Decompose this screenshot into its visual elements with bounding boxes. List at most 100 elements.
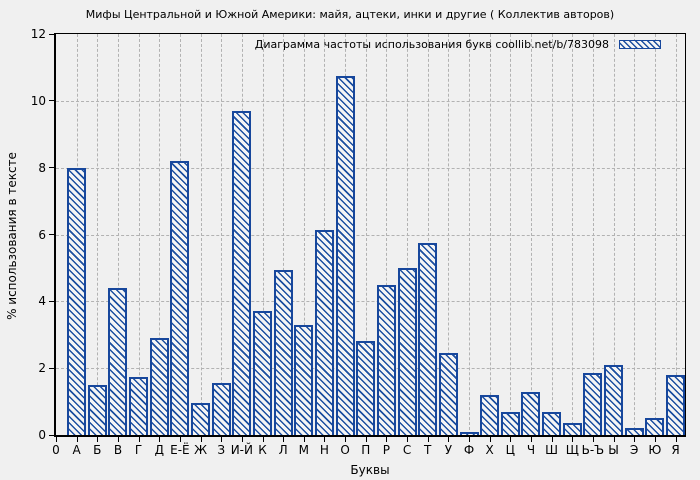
x-tick-label: 0 — [52, 443, 60, 457]
x-tick — [179, 437, 181, 442]
x-tick — [241, 437, 243, 442]
x-tick — [262, 437, 264, 442]
x-tick-label: И-Й — [230, 443, 253, 457]
bar — [480, 394, 500, 435]
x-tick-label: Ф — [463, 443, 475, 457]
x-tick — [634, 437, 636, 442]
x-tick — [572, 437, 574, 442]
y-tick — [49, 33, 54, 35]
x-tick-label: Ж — [194, 443, 208, 457]
x-tick-label: Ц — [505, 443, 515, 457]
legend: Диаграмма частоты использования букв coo… — [255, 37, 661, 52]
x-tick-label: Е-Ё — [170, 443, 190, 457]
x-tick-label: Т — [424, 443, 432, 457]
v-gridline — [551, 34, 553, 435]
x-tick-label: Х — [485, 443, 494, 457]
x-tick-label: Я — [671, 443, 680, 457]
bar — [87, 384, 107, 435]
y-tick-label: 4 — [38, 294, 46, 309]
v-gridline — [654, 34, 656, 435]
x-tick — [200, 437, 202, 442]
bar — [624, 428, 644, 435]
x-tick — [324, 437, 326, 442]
x-tick — [76, 437, 78, 442]
y-tick — [49, 167, 54, 169]
bar — [418, 242, 438, 435]
v-gridline — [634, 34, 636, 435]
v-gridline — [200, 34, 202, 435]
x-tick — [303, 437, 305, 442]
x-tick-label: М — [298, 443, 309, 457]
v-gridline — [262, 34, 264, 435]
x-tick — [283, 437, 285, 442]
x-tick — [675, 437, 677, 442]
v-gridline — [510, 34, 512, 435]
bar — [397, 267, 417, 435]
bar — [191, 403, 211, 435]
v-gridline — [572, 34, 574, 435]
v-gridline — [675, 34, 677, 435]
chart-title: Мифы Центральной и Южной Америки: майя, … — [85, 8, 615, 21]
x-tick-label: Г — [134, 443, 143, 457]
bar — [583, 373, 603, 435]
x-tick — [427, 437, 429, 442]
x-tick — [345, 437, 347, 442]
bar — [376, 284, 396, 435]
x-tick-label: А — [72, 443, 81, 457]
x-tick — [448, 437, 450, 442]
h-gridline — [56, 167, 685, 169]
x-tick-label: Щ — [565, 443, 579, 457]
bar — [129, 376, 149, 435]
bar — [356, 341, 376, 435]
v-gridline — [365, 34, 367, 435]
x-tick-label: В — [113, 443, 123, 457]
x-tick — [221, 437, 223, 442]
y-tick-label: 8 — [38, 160, 46, 175]
h-gridline — [56, 301, 685, 303]
bar — [500, 411, 520, 435]
v-gridline — [303, 34, 305, 435]
x-tick — [592, 437, 594, 442]
v-gridline — [489, 34, 491, 435]
v-gridline — [469, 34, 470, 435]
bar — [253, 311, 272, 435]
h-gridline — [56, 100, 685, 102]
v-gridline — [427, 34, 429, 435]
v-gridline — [613, 34, 615, 435]
x-tick-label: Н — [319, 443, 329, 457]
x-tick-label: Ы — [608, 443, 619, 457]
x-tick-label: Д — [154, 443, 164, 457]
x-axis-title: Буквы — [350, 463, 390, 477]
x-tick — [117, 437, 119, 442]
bar — [108, 287, 128, 435]
x-tick — [159, 437, 161, 442]
y-tick-label: 10 — [30, 93, 46, 108]
bar — [335, 75, 355, 435]
bar — [211, 383, 231, 435]
x-tick — [530, 437, 532, 442]
x-tick-label: П — [361, 443, 371, 457]
v-gridline — [117, 34, 119, 435]
bar — [273, 269, 293, 435]
x-tick-label: З — [217, 443, 226, 457]
bar — [542, 411, 562, 435]
x-tick-label: Ь-Ъ — [581, 443, 605, 457]
v-gridline — [448, 34, 450, 435]
x-tick-label: Р — [382, 443, 391, 457]
y-tick — [49, 234, 54, 235]
y-tick — [49, 100, 54, 102]
v-gridline — [138, 34, 140, 435]
bar — [521, 391, 541, 435]
legend-label: Диаграмма частоты использования букв coo… — [254, 38, 609, 51]
x-tick — [613, 437, 615, 442]
y-tick — [49, 300, 54, 302]
x-tick — [489, 437, 491, 442]
x-tick-label: Ш — [545, 443, 559, 457]
x-tick-label: У — [444, 443, 452, 457]
bar — [149, 338, 169, 435]
h-gridline — [56, 234, 685, 236]
x-tick — [654, 437, 656, 442]
v-gridline — [592, 34, 594, 435]
x-tick — [97, 437, 99, 442]
